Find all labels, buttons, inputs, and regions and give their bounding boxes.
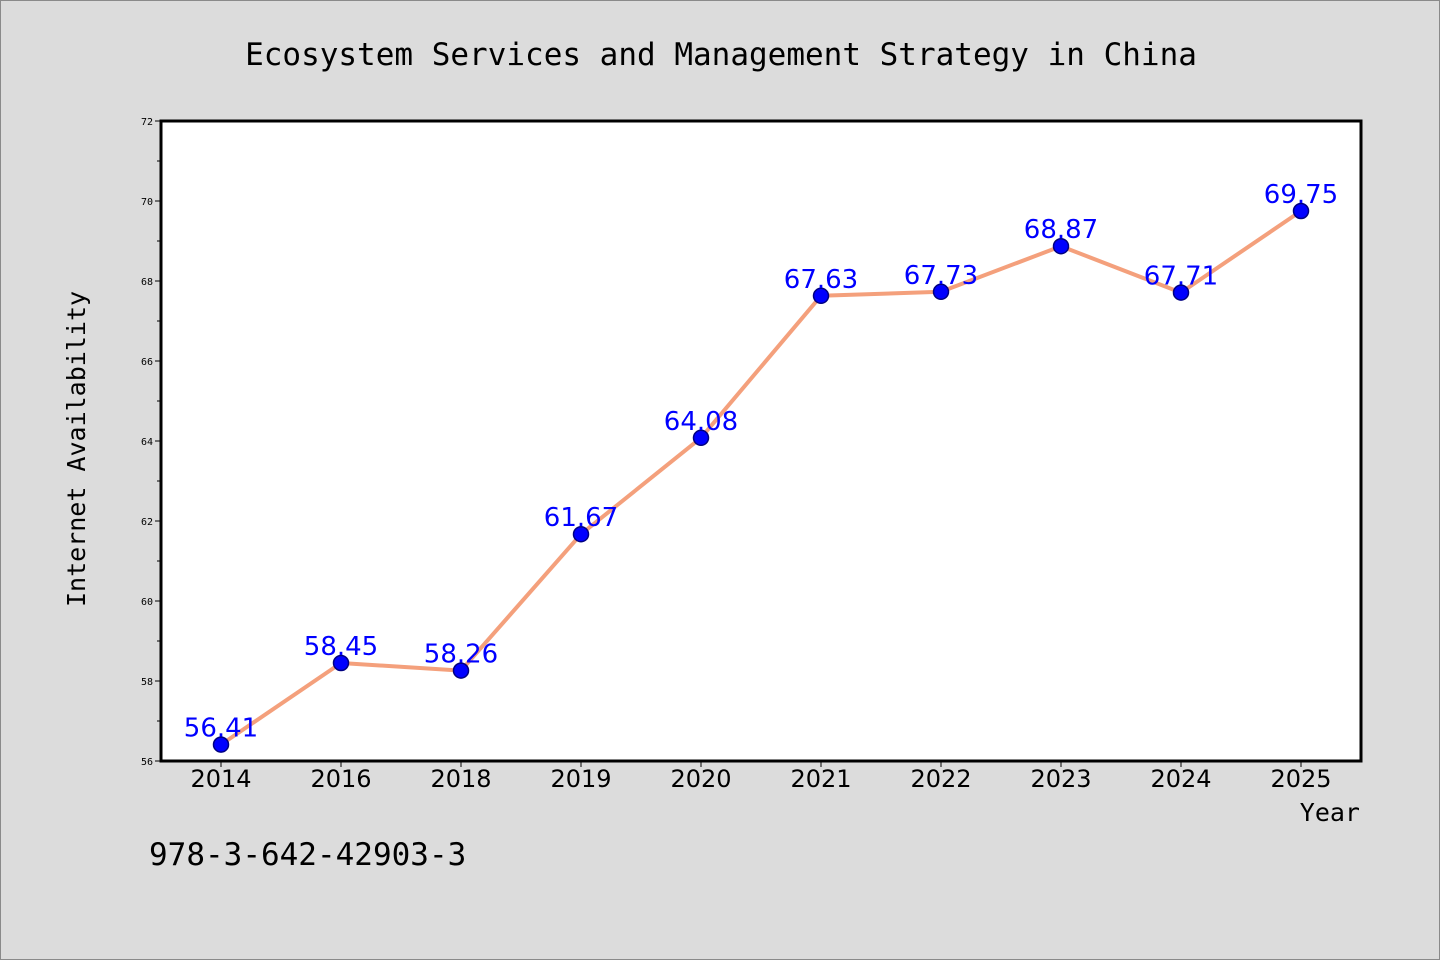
- x-tick-label: 2024: [1150, 765, 1211, 793]
- series-line: [219, 209, 1303, 747]
- y-axis-title: Internet Availability: [62, 291, 91, 607]
- data-markers: [212, 202, 1310, 753]
- x-axis-ticks: 2014 2016 2018 2019 2020 2021 2022 2023 2024 2025: [190, 761, 1332, 793]
- y-tick-label: 68: [141, 277, 153, 288]
- isbn-annotation: 978-3-642-42903-3: [149, 837, 466, 873]
- data-point-marker: [1292, 202, 1310, 220]
- data-point-marker: [932, 283, 950, 301]
- chart-title: Ecosystem Services and Management Strate…: [245, 37, 1197, 73]
- plot-frame: [159, 119, 1363, 763]
- data-point-label: 58.26: [424, 640, 498, 670]
- data-point-marker: [1172, 284, 1190, 301]
- data-point-marker: [212, 736, 230, 753]
- data-point-marker: [692, 429, 710, 447]
- x-tick-label: 2014: [190, 765, 251, 793]
- y-tick-label: 58: [141, 677, 153, 688]
- data-point-label: 69.75: [1264, 180, 1338, 210]
- x-tick-label: 2023: [1030, 765, 1091, 793]
- data-point-marker: [1052, 237, 1070, 255]
- y-tick-label: 70: [141, 197, 153, 208]
- y-axis-ticks: 56 58 60 62 64 66 68 70 72: [141, 117, 161, 768]
- data-point-marker: [572, 525, 590, 543]
- y-tick-label: 60: [141, 597, 153, 608]
- data-point-label: 64.08: [664, 407, 738, 437]
- x-tick-label: 2022: [910, 765, 971, 793]
- x-tick-label: 2016: [310, 765, 371, 793]
- data-point-label: 67.73: [904, 261, 978, 291]
- x-axis-title: Year: [1300, 798, 1360, 827]
- data-labels: 56.41 58.45 58.26 61.67 64.08 67.63 67.73 68.87…: [184, 180, 1338, 744]
- x-tick-label: 2021: [790, 765, 851, 793]
- data-point-marker: [332, 654, 350, 672]
- plot-area: [161, 121, 1361, 761]
- data-point-label: 67.63: [784, 265, 858, 295]
- y-tick-label: 64: [141, 437, 153, 448]
- data-point-marker: [812, 287, 830, 305]
- data-point-label: 61.67: [544, 503, 618, 533]
- y-tick-label: 72: [141, 117, 153, 128]
- data-point-label: 67.71: [1144, 262, 1218, 292]
- data-point-label: 68.87: [1024, 215, 1098, 245]
- x-tick-label: 2018: [430, 765, 491, 793]
- x-tick-label: 2020: [670, 765, 731, 793]
- y-tick-label: 62: [141, 517, 153, 528]
- y-tick-label: 56: [141, 757, 153, 768]
- data-point-label: 58.45: [304, 632, 378, 662]
- x-tick-label: 2025: [1270, 765, 1331, 793]
- data-point-label: 56.41: [184, 714, 258, 744]
- x-tick-label: 2019: [550, 765, 611, 793]
- y-tick-label: 66: [141, 357, 153, 368]
- data-point-marker: [452, 662, 470, 679]
